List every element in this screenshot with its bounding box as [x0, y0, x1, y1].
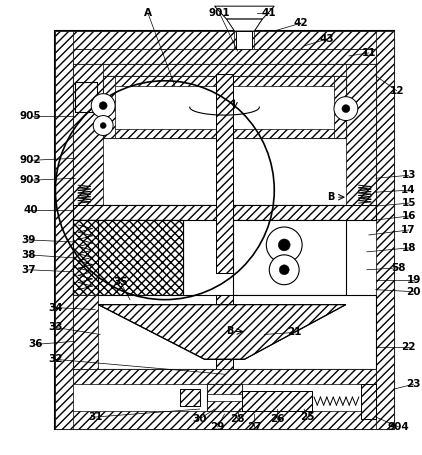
- Text: 39: 39: [22, 235, 36, 245]
- Text: 19: 19: [406, 275, 421, 285]
- Circle shape: [279, 265, 289, 275]
- Bar: [207, 384, 242, 394]
- Bar: [216, 74, 233, 273]
- Bar: [103, 76, 115, 138]
- Text: 12: 12: [390, 86, 404, 96]
- Bar: [334, 76, 346, 138]
- Bar: [207, 384, 242, 411]
- Text: 25: 25: [300, 412, 314, 422]
- Bar: [73, 49, 376, 64]
- Bar: [216, 295, 233, 369]
- Text: 41: 41: [262, 8, 276, 18]
- Bar: [207, 401, 242, 411]
- Text: 20: 20: [406, 287, 421, 297]
- Text: 21: 21: [287, 328, 301, 338]
- Bar: [180, 389, 200, 406]
- Text: 11: 11: [362, 48, 376, 58]
- Bar: [55, 31, 394, 49]
- Bar: [216, 74, 233, 273]
- Bar: [103, 76, 346, 138]
- Bar: [73, 220, 183, 295]
- Text: 38: 38: [21, 250, 36, 260]
- Bar: [73, 64, 376, 76]
- Bar: [242, 391, 312, 411]
- Text: 904: 904: [388, 422, 409, 432]
- Text: 36: 36: [28, 339, 43, 349]
- Bar: [242, 391, 312, 411]
- Circle shape: [278, 239, 290, 251]
- Text: B: B: [226, 326, 233, 336]
- Text: 16: 16: [401, 211, 416, 221]
- Circle shape: [266, 227, 302, 263]
- Bar: [103, 76, 346, 86]
- Text: 35: 35: [113, 277, 127, 287]
- Bar: [73, 205, 376, 220]
- Bar: [73, 220, 98, 295]
- Bar: [73, 205, 376, 220]
- Text: 30: 30: [192, 414, 207, 424]
- Circle shape: [334, 96, 358, 121]
- Text: 14: 14: [401, 185, 416, 195]
- Circle shape: [342, 105, 350, 112]
- Text: 37: 37: [21, 265, 36, 275]
- Bar: [73, 220, 183, 295]
- Text: 23: 23: [406, 379, 421, 389]
- Circle shape: [100, 122, 106, 128]
- Bar: [103, 128, 346, 138]
- Bar: [73, 64, 376, 205]
- Text: 28: 28: [230, 414, 245, 424]
- Text: 43: 43: [320, 34, 334, 44]
- Bar: [75, 82, 97, 111]
- Text: 34: 34: [48, 303, 63, 313]
- Text: 26: 26: [270, 414, 284, 424]
- Bar: [55, 411, 394, 429]
- Text: 15: 15: [401, 198, 416, 208]
- Text: 29: 29: [211, 422, 225, 432]
- Text: 27: 27: [247, 422, 262, 432]
- Text: 901: 901: [209, 8, 230, 18]
- Text: 58: 58: [391, 263, 406, 273]
- Text: 902: 902: [20, 155, 41, 165]
- Polygon shape: [227, 19, 262, 31]
- Bar: [73, 295, 98, 369]
- Bar: [235, 31, 254, 49]
- Text: 31: 31: [88, 412, 103, 422]
- Bar: [346, 64, 376, 205]
- Circle shape: [93, 116, 113, 136]
- Text: 13: 13: [401, 170, 416, 180]
- Bar: [180, 389, 200, 406]
- Text: 18: 18: [401, 243, 416, 253]
- Text: 905: 905: [20, 111, 41, 121]
- Bar: [73, 369, 376, 384]
- Polygon shape: [214, 6, 274, 19]
- Bar: [55, 31, 73, 429]
- Bar: [361, 384, 376, 419]
- Bar: [216, 295, 233, 369]
- Text: 903: 903: [20, 175, 41, 185]
- Text: 32: 32: [48, 354, 62, 364]
- Bar: [75, 82, 97, 111]
- Polygon shape: [98, 304, 346, 359]
- Text: 22: 22: [401, 342, 416, 352]
- Text: A: A: [144, 8, 152, 18]
- Text: 33: 33: [48, 323, 62, 333]
- Text: 42: 42: [294, 18, 308, 28]
- Circle shape: [269, 255, 299, 285]
- Bar: [73, 64, 103, 205]
- Circle shape: [99, 101, 107, 110]
- Bar: [236, 31, 252, 49]
- Bar: [73, 220, 98, 295]
- Bar: [376, 31, 394, 429]
- Bar: [73, 220, 183, 295]
- Circle shape: [91, 94, 115, 117]
- Bar: [233, 220, 346, 295]
- Text: B: B: [327, 192, 335, 202]
- Text: 40: 40: [23, 205, 38, 215]
- Bar: [361, 384, 376, 419]
- Bar: [55, 31, 394, 429]
- Bar: [73, 295, 376, 369]
- Text: 17: 17: [401, 225, 416, 235]
